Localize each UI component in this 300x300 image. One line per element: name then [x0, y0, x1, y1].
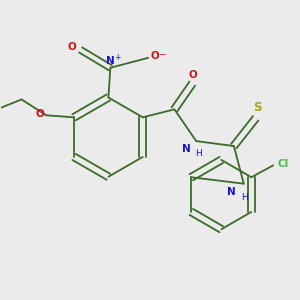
- Text: O: O: [189, 70, 198, 80]
- Text: S: S: [254, 101, 262, 114]
- Text: −: −: [158, 50, 166, 58]
- Text: H: H: [242, 193, 248, 202]
- Text: Cl: Cl: [277, 159, 288, 170]
- Text: O: O: [68, 42, 77, 52]
- Text: +: +: [114, 53, 121, 62]
- Text: O: O: [151, 51, 160, 61]
- Text: H: H: [195, 149, 202, 158]
- Text: N: N: [182, 144, 190, 154]
- Text: O: O: [36, 109, 44, 119]
- Text: N: N: [227, 187, 236, 197]
- Text: N: N: [106, 56, 115, 66]
